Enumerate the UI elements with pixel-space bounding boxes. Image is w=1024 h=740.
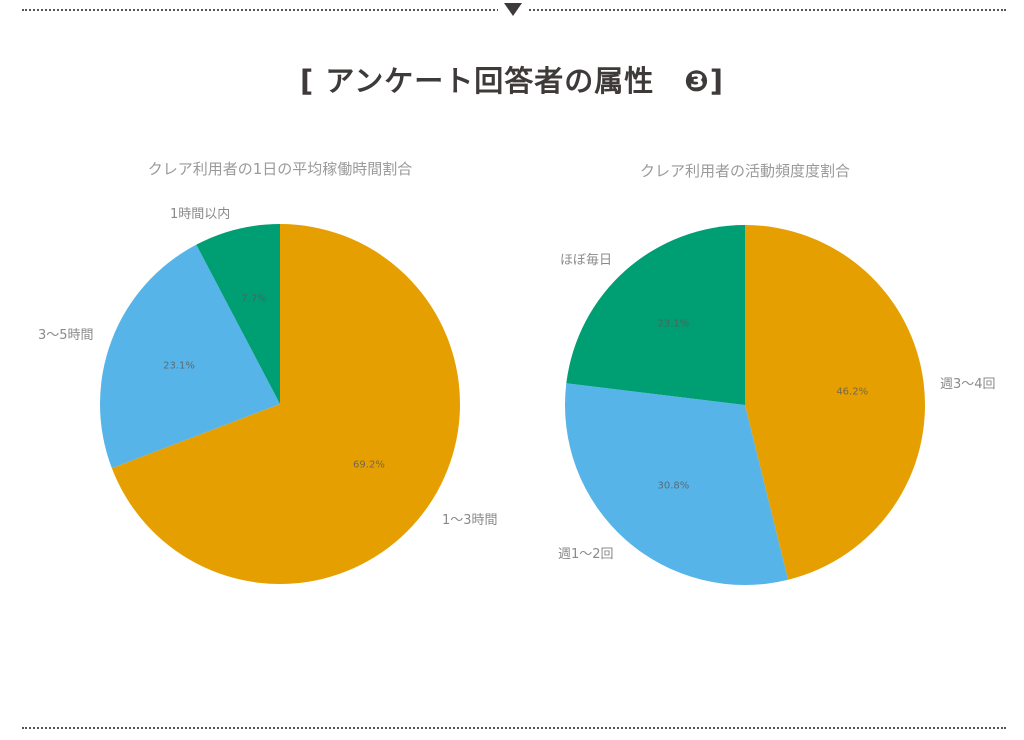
pie-slice <box>564 383 789 585</box>
percent-label: 30.8% <box>657 480 690 492</box>
slice-label: 3〜5時間 <box>38 328 94 343</box>
percent-label: 7.7% <box>241 293 267 305</box>
percent-label: 23.1% <box>163 360 195 372</box>
pie-slice <box>566 225 745 405</box>
bottom-divider <box>22 727 1006 729</box>
percent-label: 23.1% <box>657 318 690 330</box>
down-arrow-icon <box>504 3 522 16</box>
percent-label: 46.2% <box>836 386 869 398</box>
pie-svg <box>100 224 460 584</box>
slice-label: 週1〜2回 <box>558 547 614 562</box>
pie-chart-activity-frequency: クレア利用者の活動頻度度割合 週3〜4回 週1〜2回 ほぼ毎日 46.2% 30… <box>558 162 996 585</box>
chart-title: クレア利用者の活動頻度度割合 <box>639 162 850 180</box>
page-title: [ アンケート回答者の属性 ❸] <box>300 64 724 98</box>
chart-title: クレア利用者の1日の平均稼働時間割合 <box>147 160 413 178</box>
pie-slice <box>111 224 460 584</box>
pie-chart-daily-hours: クレア利用者の1日の平均稼働時間割合 1〜3時間 3〜5時間 1時間以内 69.… <box>0 0 512 700</box>
pie-slice <box>196 224 280 404</box>
pie-svg <box>564 225 926 585</box>
pie-slice <box>100 244 281 469</box>
slice-label: ほぼ毎日 <box>560 253 613 268</box>
slice-label: 1時間以内 <box>170 207 231 222</box>
percent-label: 69.2% <box>353 459 385 471</box>
slice-label: 1〜3時間 <box>442 513 498 528</box>
slice-label: 週3〜4回 <box>940 377 996 392</box>
pie-slice <box>745 225 926 580</box>
